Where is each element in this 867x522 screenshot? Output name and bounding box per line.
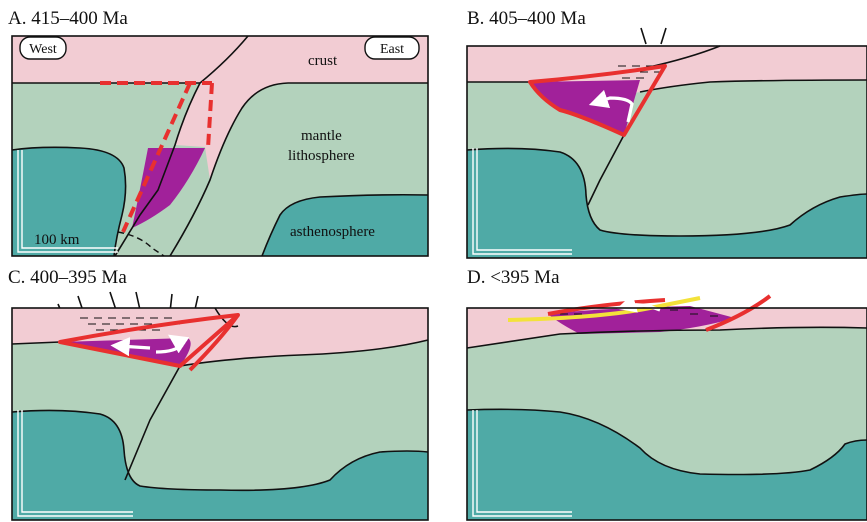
scale-bar — [472, 148, 572, 255]
panel-d: D. <395 Ma — [466, 267, 867, 521]
panel-c: C. 400–395 Ma — [8, 267, 429, 521]
east-badge — [364, 36, 420, 60]
panel-c-title: C. 400–395 Ma — [8, 267, 127, 288]
scale-bar — [17, 150, 118, 253]
yellow-line — [507, 296, 701, 322]
scale-bar-label: 100 km — [34, 232, 80, 248]
mantle-label-line2: lithosphere — [288, 148, 355, 164]
panel-b-title: B. 405–400 Ma — [467, 8, 586, 29]
west-label: West — [29, 42, 57, 57]
asthenosphere — [467, 148, 867, 258]
magma-body — [530, 80, 640, 135]
scale-bar — [472, 410, 572, 517]
asthenosphere-east — [262, 194, 428, 256]
panel-b: B. 405–400 Ma — [466, 8, 867, 259]
mantle-label-line1: mantle — [301, 128, 342, 144]
flow-arrow-left — [110, 337, 151, 357]
panel-a: A. 415–400 Ma — [8, 8, 429, 257]
flow-arrow-right — [155, 334, 190, 354]
asthenosphere-west — [12, 147, 126, 256]
red-outline — [705, 294, 772, 332]
scale-bar — [17, 410, 133, 517]
red-outline — [528, 64, 667, 137]
west-badge — [19, 36, 67, 60]
panel-a-title: A. 415–400 Ma — [8, 8, 128, 29]
panel-d-title: D. <395 Ma — [467, 267, 560, 288]
panel-a-frame: 100 km West East crust mantle lithospher… — [11, 35, 429, 257]
asthenosphere-label: asthenosphere — [290, 224, 375, 240]
asthenosphere — [467, 409, 867, 520]
flow-arrow — [588, 89, 634, 123]
asthenosphere — [12, 410, 428, 520]
east-label: East — [380, 42, 404, 57]
magma-body — [548, 306, 735, 334]
volcano-marks — [640, 27, 667, 45]
crust-label: crust — [308, 53, 338, 69]
